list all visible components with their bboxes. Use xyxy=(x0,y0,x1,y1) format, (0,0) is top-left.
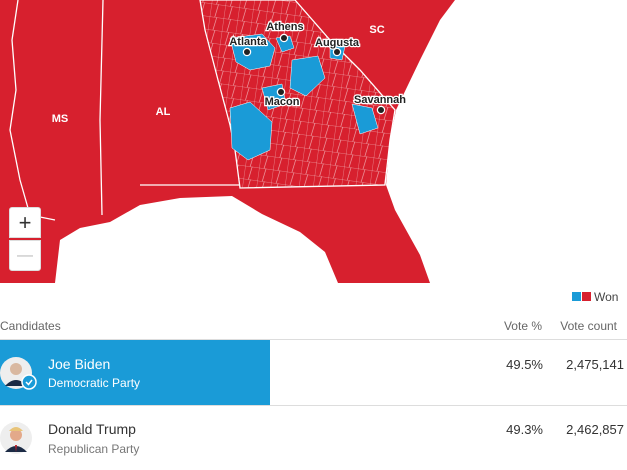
city-label: Atlanta xyxy=(229,36,267,48)
candidate-party: Democratic Party xyxy=(48,376,141,390)
state-label: SC xyxy=(369,24,384,36)
winner-bar xyxy=(0,340,270,405)
city-labels: Athens Atlanta Augusta Macon Savannah xyxy=(228,20,408,115)
column-header: Vote % xyxy=(503,319,542,333)
avatar xyxy=(0,357,37,390)
avatar xyxy=(0,422,32,454)
divider xyxy=(0,339,627,340)
city-label: Augusta xyxy=(315,37,360,49)
candidate-name: Donald Trump xyxy=(48,421,136,437)
column-header: Vote count xyxy=(560,319,617,333)
candidate-party: Republican Party xyxy=(48,442,140,456)
divider xyxy=(0,405,627,406)
atlantic xyxy=(386,0,627,283)
vote-count: 2,475,141 xyxy=(566,357,624,372)
candidate-name: Joe Biden xyxy=(48,356,111,372)
legend-swatch-blue xyxy=(572,292,581,301)
won-counties xyxy=(229,33,379,161)
legend-swatch-red xyxy=(582,292,591,301)
state-label: MS xyxy=(52,113,69,125)
vote-pct: 49.3% xyxy=(506,422,543,437)
vote-count: 2,462,857 xyxy=(566,422,624,437)
legend-label: Won xyxy=(594,290,619,304)
gulf xyxy=(55,196,338,283)
zoom-in[interactable]: + xyxy=(9,207,41,238)
state-labels: MS AL SC xyxy=(52,24,385,125)
state-label: AL xyxy=(156,106,171,118)
map: MS AL SC Athens Atlanta Augusta Macon Sa… xyxy=(0,0,627,283)
city-label: Savannah xyxy=(354,94,406,106)
column-header: Candidates xyxy=(0,319,61,333)
city-label: Athens xyxy=(266,21,303,33)
city-label: Macon xyxy=(265,96,300,108)
vote-pct: 49.5% xyxy=(506,357,543,372)
zoom-out[interactable]: — xyxy=(9,240,41,271)
